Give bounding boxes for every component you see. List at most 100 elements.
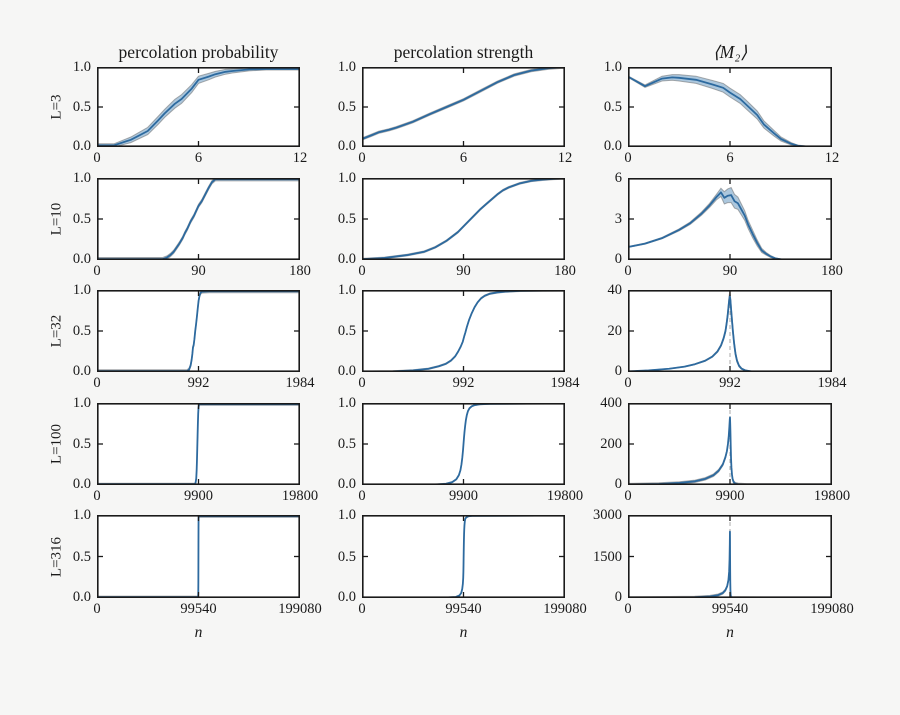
x-tick-label: 0: [358, 263, 366, 279]
curve: [362, 290, 565, 372]
x-tick-label: 0: [358, 375, 366, 391]
plot-frame: [97, 515, 300, 598]
y-tick-label: 1500: [593, 548, 622, 565]
x-tick-label: 992: [452, 375, 475, 391]
plot-r2-c2: [628, 290, 832, 372]
column-title: ⟨M₂⟩: [712, 42, 748, 62]
y-tick-label: 200: [600, 436, 622, 452]
uncertainty-band: [97, 67, 300, 147]
x-tick-label: 19800: [813, 488, 851, 504]
y-tick-label: 0.0: [72, 363, 91, 379]
y-tick-label: 0.0: [72, 476, 91, 492]
uncertainty-band: [628, 74, 832, 147]
x-tick-label: 6: [726, 150, 734, 166]
y-tick-label: 1.0: [337, 282, 356, 298]
x-tick-label: 0: [93, 150, 101, 166]
x-tick-label: 0: [93, 375, 101, 391]
y-tick-label: 1.0: [72, 59, 91, 75]
plot-r3-c0: [97, 403, 300, 485]
plot-frame: [362, 178, 565, 260]
x-tick-label: 0: [358, 488, 366, 504]
y-tick-label: 3: [614, 211, 622, 227]
y-tick-label: 0.0: [72, 589, 91, 605]
x-tick-label: 90: [456, 263, 471, 279]
x-tick-label: 0: [93, 601, 101, 617]
x-tick-label: 180: [289, 263, 311, 279]
plot-area: [362, 290, 565, 372]
plot-area: [628, 178, 832, 260]
uncertainty-band: [628, 186, 832, 260]
row-label: L=10: [48, 202, 65, 236]
x-tick-label: 9900: [449, 488, 478, 504]
row-label: L=316: [48, 536, 65, 577]
y-tick-label: 0.5: [72, 548, 91, 565]
x-tick-label: 0: [624, 375, 632, 391]
y-tick-label: 1.0: [72, 507, 91, 523]
x-tick-label: 19800: [546, 488, 584, 504]
y-tick-label: 0: [614, 363, 622, 379]
y-tick-label: 0.5: [337, 548, 356, 565]
plot-frame: [362, 290, 565, 372]
plot-r4-c1: [362, 515, 565, 598]
x-tick-label: 6: [194, 150, 203, 166]
plot-frame: [628, 403, 832, 485]
y-tick-label: 1.0: [72, 282, 91, 298]
column-title: percolation strength: [393, 42, 534, 62]
x-tick-label: 19800: [281, 488, 319, 504]
y-tick-label: 0: [614, 476, 622, 492]
y-tick-label: 0.0: [337, 363, 356, 379]
plot-r2-c0: [97, 290, 300, 372]
x-tick-label: 180: [554, 263, 576, 279]
y-tick-label: 0.0: [72, 251, 91, 267]
x-tick-label: 0: [358, 150, 366, 166]
y-tick-label: 0.5: [603, 99, 622, 115]
curve: [362, 403, 565, 485]
curve: [628, 191, 832, 260]
y-tick-label: 1.0: [603, 59, 622, 75]
plot-r1-c0: [97, 178, 300, 260]
plot-frame: [628, 290, 832, 372]
y-tick-label: 0.0: [72, 138, 91, 154]
plot-r2-c1: [362, 290, 565, 372]
row-label: L=100: [48, 423, 65, 465]
plot-frame: [362, 515, 565, 598]
x-tick-label: 9900: [715, 488, 745, 504]
x-tick-label: 0: [358, 601, 366, 617]
x-axis-label: n: [194, 624, 203, 641]
y-tick-label: 0: [614, 251, 622, 267]
x-tick-label: 99540: [711, 601, 749, 617]
y-tick-label: 0.5: [337, 99, 356, 115]
y-tick-label: 0.5: [72, 99, 91, 115]
x-tick-label: 1984: [817, 375, 847, 391]
y-tick-label: 0.5: [72, 211, 91, 227]
y-tick-label: 1.0: [337, 59, 356, 75]
y-tick-label: 40: [607, 282, 623, 298]
plot-area: [97, 178, 300, 260]
x-tick-label: 99540: [180, 601, 217, 617]
plot-area: [362, 67, 565, 147]
y-tick-label: 0.5: [72, 436, 91, 452]
plot-frame: [628, 67, 832, 147]
curve: [362, 515, 565, 598]
y-tick-label: 0.5: [337, 211, 356, 227]
plot-r4-c0: [97, 515, 300, 598]
plot-frame: [628, 178, 832, 260]
x-tick-label: 199080: [810, 601, 854, 617]
x-tick-label: 0: [624, 488, 632, 504]
y-tick-label: 6: [614, 170, 622, 186]
y-tick-label: 400: [600, 395, 622, 411]
y-tick-label: 20: [607, 323, 623, 339]
curve: [362, 67, 565, 140]
curve: [628, 416, 832, 485]
x-tick-label: 90: [191, 263, 206, 279]
plot-r0-c1: [362, 67, 565, 147]
plot-r3-c1: [362, 403, 565, 485]
plot-frame: [362, 403, 565, 485]
x-tick-label: 12: [292, 150, 308, 166]
y-tick-label: 3000: [593, 507, 622, 523]
y-tick-label: 0.0: [337, 476, 356, 492]
curve: [362, 178, 565, 260]
plot-frame: [97, 290, 300, 372]
y-tick-label: 0.0: [603, 138, 622, 154]
x-axis-label: n: [459, 624, 468, 641]
